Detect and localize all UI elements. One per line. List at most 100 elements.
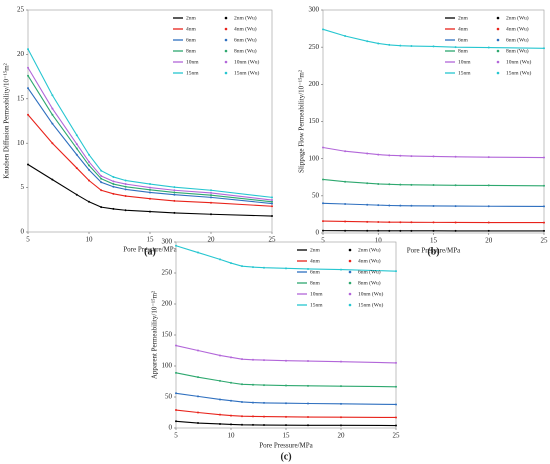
legend-label: 8nm [186, 48, 197, 54]
legend-swatch [224, 60, 228, 64]
data-point [322, 178, 324, 181]
data-point [241, 415, 243, 418]
data-point [344, 180, 347, 183]
legend-swatch [224, 16, 228, 20]
legend-swatch [348, 292, 352, 296]
legend-label: 2nm [186, 15, 197, 21]
data-point [307, 424, 309, 427]
data-point [366, 220, 369, 223]
data-point [149, 197, 151, 200]
data-point [285, 424, 287, 427]
legend-label: 8nm (Wu) [358, 279, 381, 286]
y-tick-label: 0 [21, 228, 25, 236]
data-point [322, 146, 324, 149]
x-tick-label: 10 [228, 432, 236, 440]
data-point [340, 424, 342, 427]
data-point [124, 195, 127, 198]
data-point [173, 191, 176, 194]
legend-label: 15nm (Wu) [506, 69, 531, 76]
data-point [322, 220, 324, 223]
legend-label: 4nm [186, 26, 197, 32]
data-point [344, 203, 347, 206]
data-point [432, 184, 435, 187]
data-point [230, 356, 232, 359]
data-point [388, 204, 391, 207]
data-point [263, 359, 265, 362]
data-point [388, 221, 391, 224]
x-tick-label: 20 [338, 432, 346, 440]
data-point [340, 268, 342, 271]
legend-swatch [348, 303, 352, 307]
data-point [252, 358, 254, 361]
data-point [399, 229, 402, 232]
x-tick-label: 5 [174, 432, 178, 440]
data-point [340, 402, 342, 405]
data-point [366, 229, 369, 232]
y-tick-label: 5 [21, 183, 25, 191]
data-point [173, 199, 176, 202]
legend-label: 10nm (Wu) [358, 290, 383, 297]
data-point [241, 423, 243, 426]
legend-label: 2nm (Wu) [358, 246, 381, 253]
data-point [100, 189, 103, 192]
data-point [241, 265, 243, 268]
data-point [27, 163, 29, 166]
data-point [399, 204, 402, 207]
legend-swatch [496, 49, 500, 53]
legend-label: 4nm (Wu) [506, 25, 529, 32]
x-tick-label: 5 [321, 237, 325, 245]
data-point [432, 229, 435, 232]
y-tick-label: 200 [162, 300, 173, 308]
data-point [219, 413, 221, 416]
legend-label: 10nm [458, 59, 471, 65]
data-point [88, 200, 90, 203]
data-point [230, 381, 232, 384]
y-tick-label: 100 [309, 154, 320, 162]
y-tick-label: 150 [162, 331, 173, 339]
data-point [344, 220, 347, 223]
data-point [197, 395, 199, 398]
panel-label: (c) [280, 451, 291, 462]
panel-label: (a) [144, 246, 156, 257]
data-point [454, 155, 457, 158]
data-point [271, 199, 273, 202]
data-point [366, 40, 369, 43]
y-axis-title: Slippage Flow Permeability/10⁻¹⁵m² [298, 70, 306, 173]
y-tick-label: 300 [309, 6, 320, 14]
x-tick-label: 25 [269, 236, 277, 244]
data-point [285, 415, 287, 418]
data-point [124, 183, 127, 186]
data-point [432, 204, 435, 207]
legend-label: 8nm (Wu) [506, 47, 529, 54]
legend-label: 6nm (Wu) [506, 36, 529, 43]
data-point [219, 258, 221, 261]
data-point [100, 181, 103, 184]
data-point [230, 423, 232, 426]
data-point [175, 420, 177, 423]
y-tick-label: 250 [309, 43, 320, 51]
y-tick-label: 15 [17, 94, 25, 102]
data-point [210, 191, 212, 194]
legend-label: 4nm (Wu) [358, 257, 381, 264]
x-tick-label: 10 [86, 236, 94, 244]
data-point [88, 168, 90, 171]
data-point [230, 414, 232, 417]
data-point [543, 184, 545, 187]
legend-swatch [224, 71, 228, 75]
data-point [149, 191, 151, 194]
data-point [124, 188, 127, 191]
data-point [51, 178, 54, 181]
data-point [27, 74, 29, 77]
y-axis-title: Knudsen Diffusion Permeability/10⁻¹⁵m² [3, 63, 11, 179]
data-point [543, 156, 545, 159]
data-point [395, 416, 397, 419]
data-point [112, 185, 115, 188]
legend-label: 15nm [186, 70, 199, 76]
data-point [543, 221, 545, 224]
chart: 0 50 100 150 200 250 300 5 10 15 20 25 Pore Pressure… [151, 238, 400, 463]
data-point [395, 403, 397, 406]
x-tick-label: 20 [208, 236, 216, 244]
data-point [271, 202, 273, 205]
data-point [487, 221, 490, 224]
